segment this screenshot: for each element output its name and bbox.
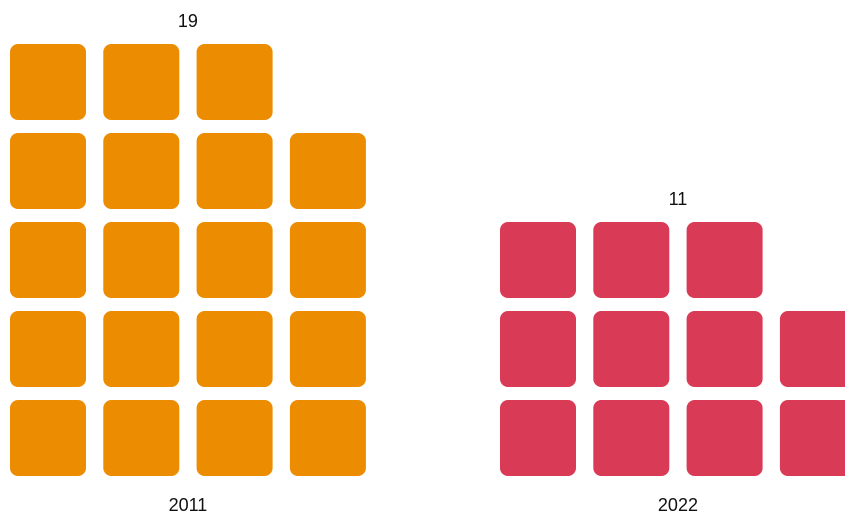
waffle-cell — [593, 400, 670, 476]
waffle-cell — [10, 311, 86, 387]
waffle-cell — [289, 311, 366, 387]
category-label: 2022 — [658, 495, 698, 515]
waffle-cell — [593, 222, 670, 298]
value-label: 11 — [669, 189, 688, 209]
waffle-cell — [103, 133, 180, 209]
waffle-cell — [289, 400, 366, 476]
waffle-cell — [593, 311, 670, 387]
waffle-cell — [10, 400, 86, 476]
waffle-cell — [196, 400, 273, 476]
waffle-cell — [10, 222, 86, 298]
waffle-cell — [289, 133, 366, 209]
waffle-cell — [686, 222, 763, 298]
waffle-cell — [103, 222, 180, 298]
waffle-cell — [779, 400, 845, 476]
waffle-cell — [196, 222, 273, 298]
waffle-cell — [686, 311, 763, 387]
waffle-cell — [500, 400, 576, 476]
waffle-cell — [500, 311, 576, 387]
waffle-cell — [289, 222, 366, 298]
waffle-cell — [196, 311, 273, 387]
waffle-cell — [779, 311, 845, 387]
waffle-cell — [103, 44, 180, 120]
waffle-cell — [10, 44, 86, 120]
value-label: 19 — [178, 11, 198, 31]
waffle-cell — [10, 133, 86, 209]
waffle-cell — [103, 311, 180, 387]
waffle-cell — [196, 44, 273, 120]
category-label: 2011 — [169, 495, 208, 515]
waffle-cell — [103, 400, 180, 476]
waffle-cell — [686, 400, 763, 476]
waffle-cell — [500, 222, 576, 298]
waffle-cell — [196, 133, 273, 209]
